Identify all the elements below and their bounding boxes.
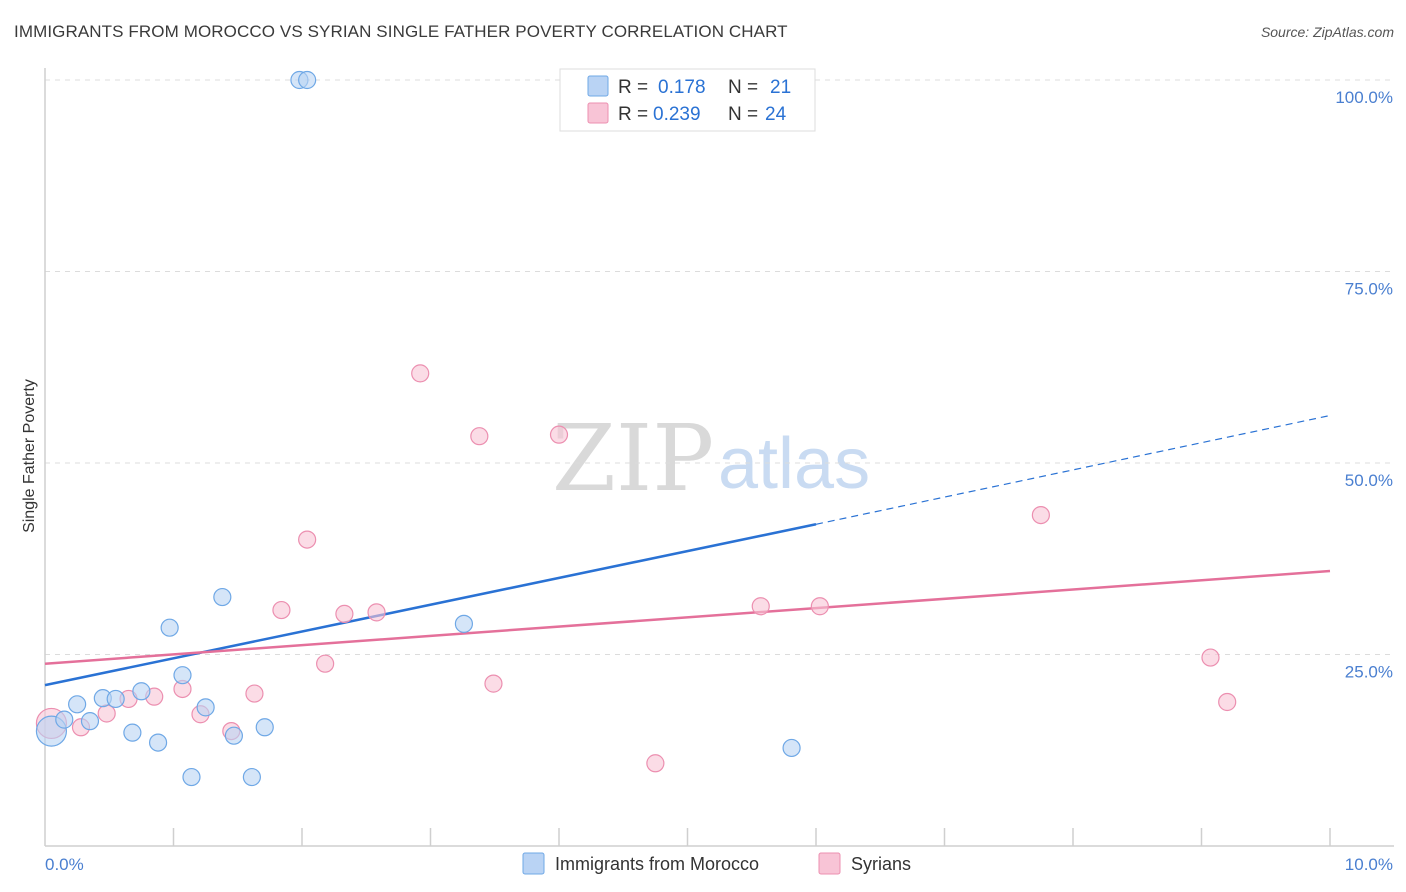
syrians-point-23 [1218, 692, 1237, 712]
syrians-point-22 [1201, 648, 1220, 667]
syrians-point-10 [298, 530, 317, 549]
legend-n-label-2: N = [728, 104, 758, 125]
morocco-point-10 [173, 666, 192, 685]
morocco-point-19 [454, 614, 474, 633]
legend-r-value-1: 0.178 [658, 77, 706, 98]
legend-r-value-2: 0.239 [653, 104, 701, 125]
gridlines [45, 79, 1394, 655]
x-tick-label-min: 0.0% [45, 855, 84, 874]
source-label: Source: ZipAtlas.com [1260, 24, 1394, 40]
syrians-point-16 [484, 674, 503, 693]
syrians-point-18 [646, 754, 665, 773]
morocco-point-1 [55, 710, 74, 729]
series-legend: Immigrants from Morocco Syrians [522, 852, 911, 875]
bottom-legend-swatch-syrians [818, 852, 841, 875]
bottom-legend-label-morocco: Immigrants from Morocco [555, 854, 759, 874]
syrians-point-8 [245, 684, 264, 703]
morocco-point-16 [255, 718, 274, 737]
syrians-point-9 [272, 600, 291, 620]
syrians-point-21 [1031, 505, 1050, 525]
morocco-point-7 [132, 682, 151, 701]
legend-r-label-1: R = [618, 77, 648, 98]
syrians-point-17 [549, 425, 569, 444]
y-tick-label-3: 25.0% [1345, 663, 1393, 682]
morocco-point-5 [106, 689, 125, 709]
morocco-point-15 [242, 767, 261, 787]
syrians-point-15 [470, 427, 489, 446]
watermark-atlas: atlas [718, 424, 870, 504]
y-axis-label: Single Father Poverty [21, 379, 38, 533]
trendline-extension-morocco [815, 414, 1331, 525]
y-tick-labels: 100.0% 75.0% 50.0% 25.0% [1335, 88, 1393, 682]
legend-n-value-2: 24 [765, 104, 787, 125]
y-tick-label-0: 100.0% [1335, 88, 1393, 107]
morocco-point-14 [224, 726, 243, 745]
morocco-point-8 [148, 733, 168, 752]
syrians-point-2 [97, 704, 116, 723]
syrians-point-11 [316, 654, 335, 673]
morocco-point-13 [213, 587, 232, 607]
morocco-point-11 [182, 767, 201, 787]
trendline-morocco [44, 523, 817, 687]
x-tick-label-max: 10.0% [1345, 855, 1393, 874]
y-tick-label-1: 75.0% [1345, 280, 1393, 299]
morocco-point-18 [298, 70, 317, 90]
bottom-legend-swatch-morocco [522, 852, 545, 875]
legend-n-label-1: N = [728, 77, 758, 98]
morocco-point-3 [80, 712, 100, 731]
syrians-point-19 [751, 597, 770, 616]
chart-title: IMMIGRANTS FROM MOROCCO VS SYRIAN SINGLE… [14, 22, 788, 41]
legend-r-label-2: R = [618, 104, 648, 125]
morocco-point-20 [782, 738, 801, 758]
morocco-point-2 [68, 695, 87, 714]
y-tick-label-2: 50.0% [1345, 471, 1393, 490]
morocco-point-6 [123, 723, 142, 742]
legend-swatch-blue [587, 75, 609, 97]
watermark-zip: ZIP [552, 405, 714, 512]
trendline-syrians [44, 569, 1331, 665]
legend-n-value-1: 21 [770, 77, 791, 98]
syrians-point-12 [335, 604, 354, 624]
syrians-point-20 [810, 597, 829, 616]
syrians-point-14 [411, 364, 430, 383]
stats-legend: R = 0.178 N = 21 R = 0.239 N = 24 [559, 68, 816, 132]
morocco-point-12 [196, 698, 215, 717]
series-layer [35, 70, 1331, 787]
morocco-point-9 [160, 618, 179, 637]
syrians-point-13 [367, 603, 386, 622]
bottom-legend-label-syrians: Syrians [851, 854, 911, 874]
legend-swatch-pink [587, 102, 609, 124]
x-ticks [172, 828, 1331, 846]
